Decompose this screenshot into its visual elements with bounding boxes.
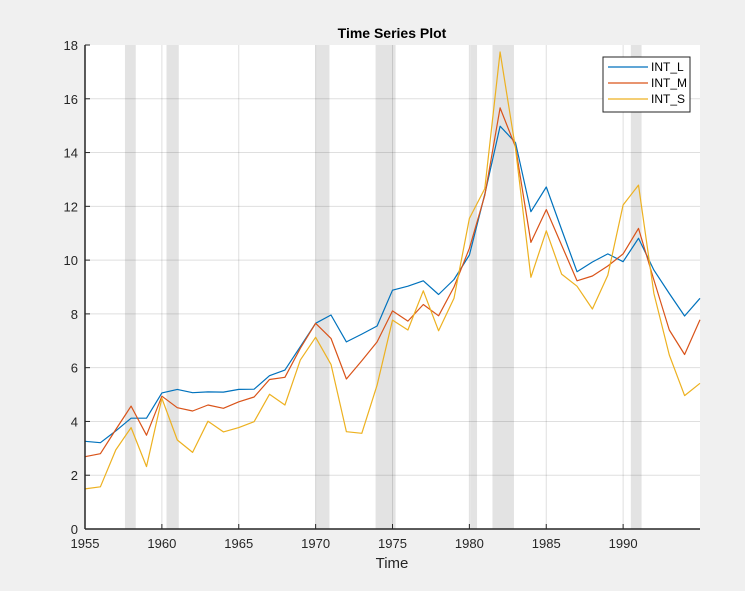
y-tick-label: 16 (64, 92, 78, 107)
y-tick-label: 18 (64, 38, 78, 53)
x-tick-label: 1955 (71, 536, 100, 551)
x-tick-label: 1985 (532, 536, 561, 551)
shaded-region (124, 45, 136, 529)
shaded-region (470, 45, 478, 529)
x-tick-label: 1960 (147, 536, 176, 551)
legend: INT_L INT_M INT_S (602, 56, 691, 113)
series-lines (84, 51, 701, 490)
x-tick-label: 1965 (224, 536, 253, 551)
series-line-int-l (84, 125, 701, 444)
y-tick-label: 6 (71, 361, 78, 376)
x-tick-label: 1975 (378, 536, 407, 551)
y-tick-label: 12 (64, 199, 78, 214)
series-line-int-s (84, 51, 701, 490)
shaded-region (492, 45, 514, 529)
legend-label: INT_S (651, 92, 685, 106)
x-tick-label: 1980 (455, 536, 484, 551)
legend-label: INT_L (651, 60, 684, 74)
chart-title: Time Series Plot (338, 25, 447, 41)
grid-lines (85, 45, 700, 529)
x-tick-label: 1990 (609, 536, 638, 551)
y-tick-label: 8 (71, 307, 78, 322)
y-tick-label: 2 (71, 468, 78, 483)
x-tick-label: 1970 (301, 536, 330, 551)
shaded-region (315, 45, 330, 529)
y-tick-label: 10 (64, 253, 78, 268)
legend-label: INT_M (651, 76, 687, 90)
y-tick-label: 14 (64, 146, 78, 161)
y-tick-label: 4 (71, 414, 78, 429)
x-axis-label: Time (376, 555, 409, 572)
y-tick-label: 0 (71, 522, 78, 537)
axes: 1955 1960 1965 1970 1975 1980 1985 1990 0 2 4 6 8 10 1… (64, 38, 700, 551)
shaded-region (630, 45, 642, 529)
shaded-region (375, 45, 396, 529)
series-line-int-m (84, 107, 701, 458)
shaded-regions (124, 45, 642, 529)
legend-box (602, 56, 691, 113)
shaded-region (166, 45, 179, 529)
